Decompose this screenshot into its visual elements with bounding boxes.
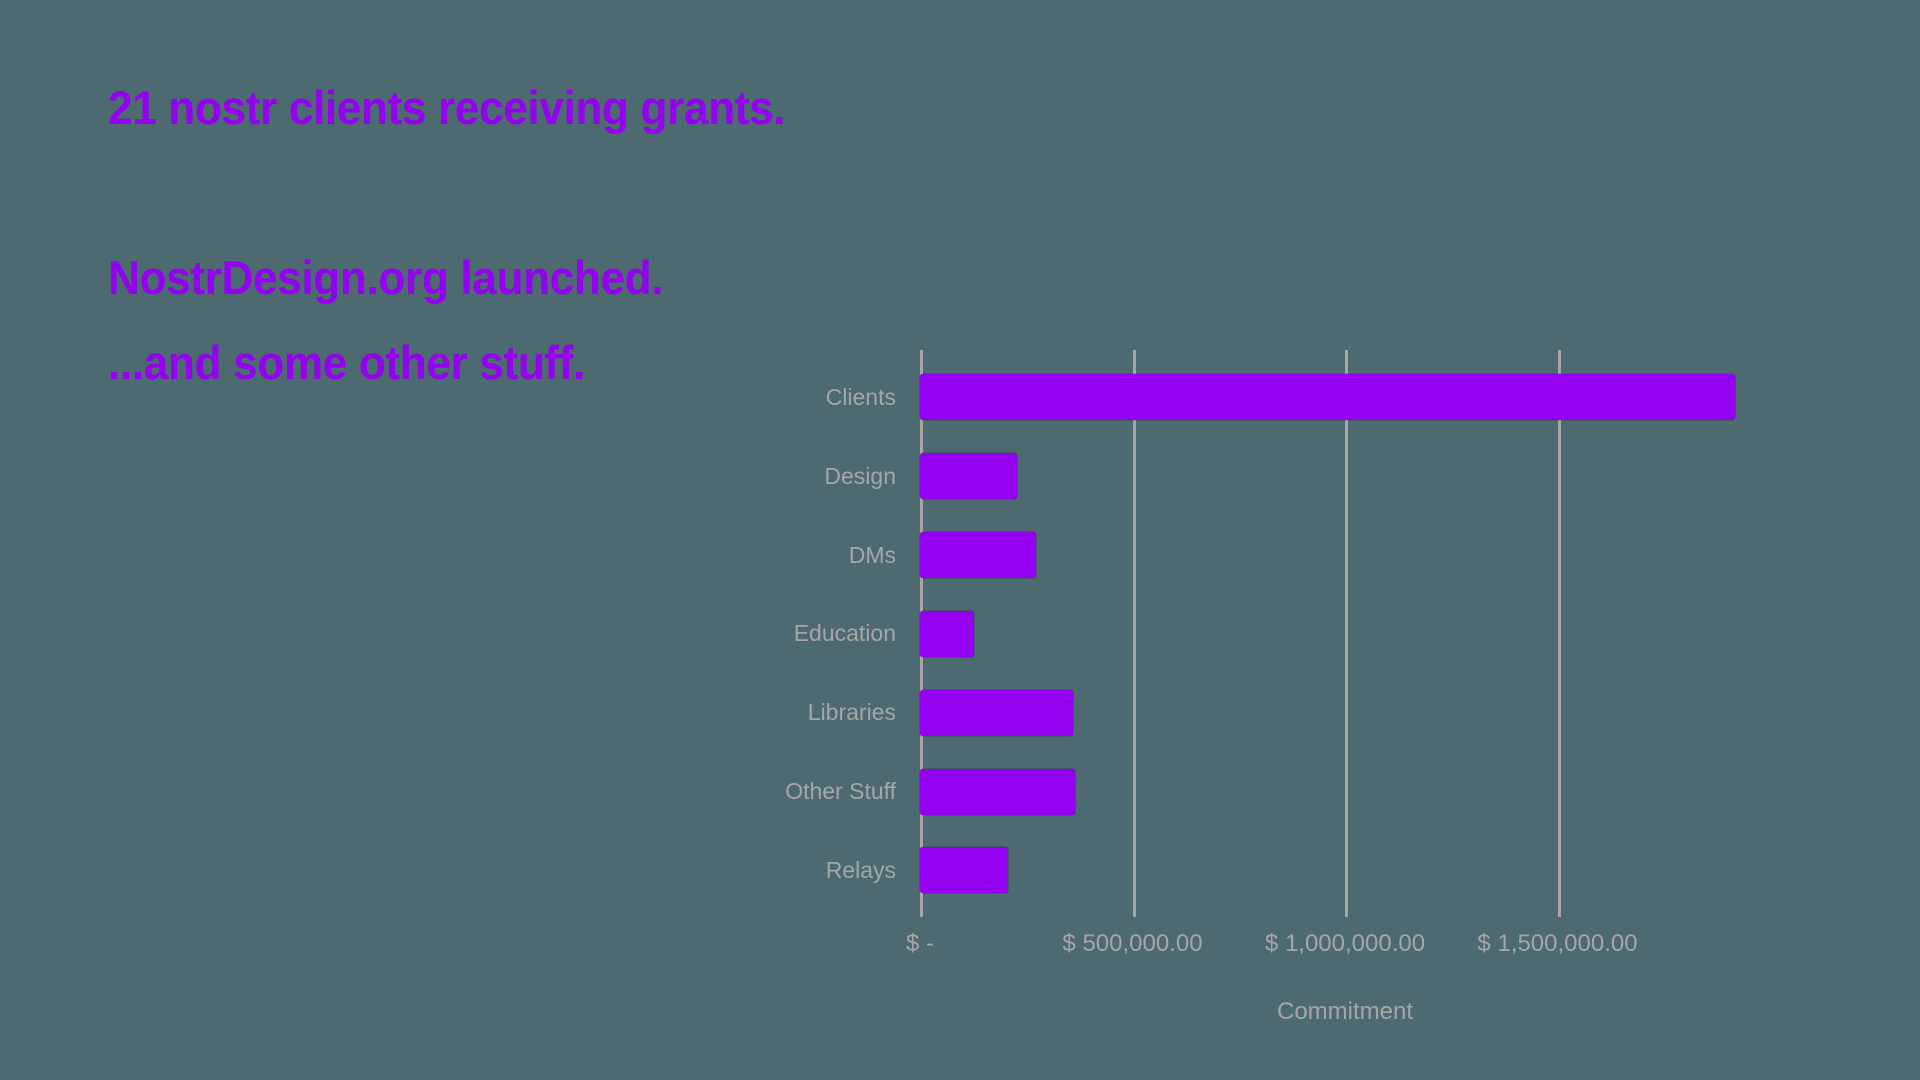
commitment-bar-chart: Clients Design DMs Education Libraries Other … <box>760 350 1770 1050</box>
bar-row <box>920 847 1770 894</box>
y-axis-label: Libraries <box>807 699 896 726</box>
bars-group <box>920 358 1770 910</box>
bar-row <box>920 453 1770 500</box>
bar-row <box>920 532 1770 579</box>
y-axis-category-labels: Clients Design DMs Education Libraries Other … <box>760 358 908 910</box>
headline-line-2: NostrDesign.org launched. <box>108 251 664 304</box>
x-axis-tick-labels: $ - $ 500,000.00 $ 1,000,000.00 $ 1,500,000… <box>906 930 1770 964</box>
bar-row <box>920 374 1770 421</box>
chart-plot-wrap: Clients Design DMs Education Libraries Other … <box>760 350 1770 917</box>
y-axis-label: DMs <box>848 541 896 568</box>
bar[interactable] <box>920 847 1009 894</box>
y-axis-label: Clients <box>825 383 896 410</box>
bar-row <box>920 610 1770 657</box>
bar[interactable] <box>920 768 1076 815</box>
bar-row <box>920 689 1770 736</box>
y-axis-label: Other Stuff <box>785 778 896 805</box>
x-axis-tick-label: $ 500,000.00 <box>1062 930 1203 957</box>
headline-line-1: 21 nostr clients receiving grants. <box>108 81 786 134</box>
bar[interactable] <box>920 532 1037 579</box>
bar[interactable] <box>920 374 1736 421</box>
y-axis-label: Relays <box>825 856 896 883</box>
x-axis-tick-label: $ 1,500,000.00 <box>1477 930 1638 957</box>
bar[interactable] <box>920 689 1073 736</box>
bar-row <box>920 768 1770 815</box>
bar[interactable] <box>920 610 974 657</box>
headline-line-3: ...and some other stuff. <box>108 336 586 389</box>
headline-block: 21 nostr clients receiving grants. Nostr… <box>108 84 1088 386</box>
x-axis-tick-label: $ - <box>905 930 935 957</box>
x-axis-tick-label: $ 1,000,000.00 <box>1264 930 1426 957</box>
plot-area <box>920 350 1770 917</box>
bar[interactable] <box>920 453 1017 500</box>
y-axis-label: Education <box>793 620 896 647</box>
y-axis-label: Design <box>824 462 896 489</box>
x-axis-title: Commitment <box>1276 998 1414 1025</box>
